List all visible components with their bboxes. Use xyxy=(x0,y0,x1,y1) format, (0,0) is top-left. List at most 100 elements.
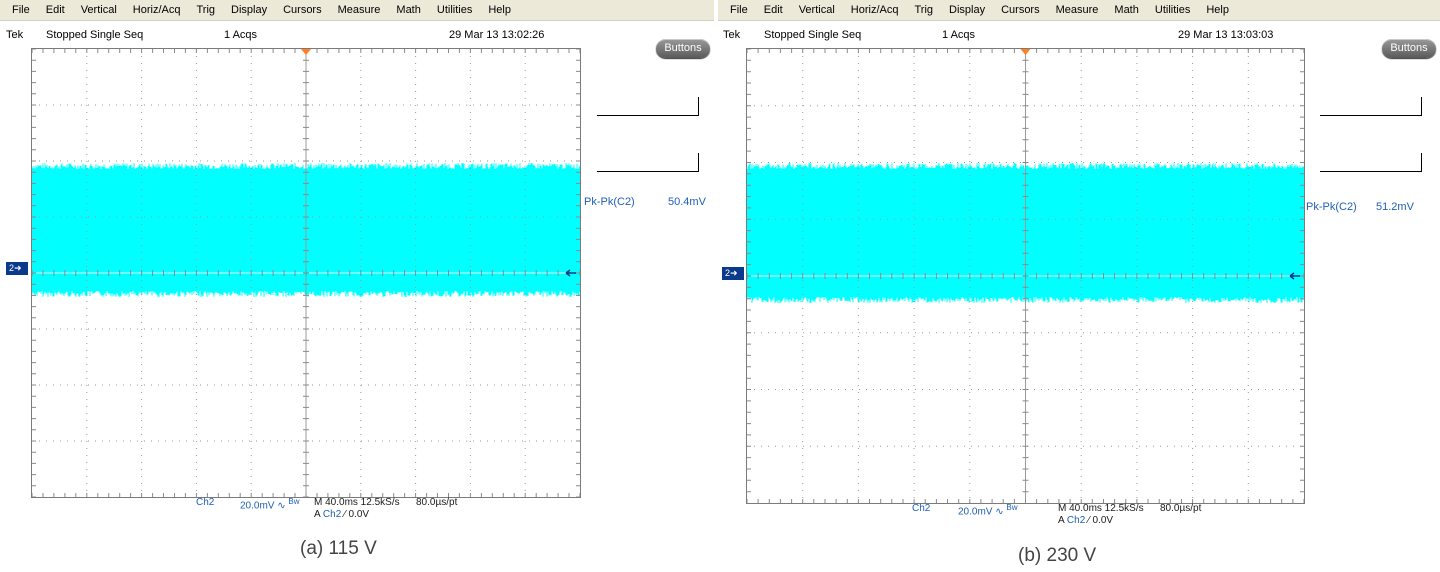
trace-upper-edge xyxy=(32,163,580,170)
measurement-readout: Pk-Pk(C2) 51.2mV xyxy=(1306,201,1436,215)
channel-2-marker[interactable]: 2➜ xyxy=(6,262,28,275)
per-point-readout: 80.0µs/pt xyxy=(1160,503,1201,514)
menu-edit[interactable]: Edit xyxy=(763,4,783,16)
trigger-prefix: A xyxy=(314,509,321,520)
per-point-readout: 80.0µs/pt xyxy=(416,497,457,508)
scope-window-115v: File Edit Vertical Horiz/Acq Trig Displa… xyxy=(0,0,714,572)
menu-horiz-acq[interactable]: Horiz/Acq xyxy=(850,4,899,16)
trigger-level: 0.0V xyxy=(348,509,370,520)
acquisition-status: Stopped Single Seq xyxy=(46,29,144,41)
menu-utilities[interactable]: Utilities xyxy=(1154,4,1191,16)
timebase: M 40.0ms 12.5kS/s xyxy=(314,497,400,508)
trigger-level: 0.0V xyxy=(1092,515,1114,526)
graticule xyxy=(746,48,1305,504)
menu-bar: File Edit Vertical Horiz/Acq Trig Displa… xyxy=(0,0,714,21)
trigger-position-icon xyxy=(1020,49,1031,55)
menu-trig[interactable]: Trig xyxy=(196,4,216,16)
trigger-readout: A Ch2 ⁄ 0.0V xyxy=(1058,515,1113,526)
bandwidth-limit: Bw xyxy=(1006,503,1018,512)
graticule xyxy=(31,48,581,498)
channel-2-marker[interactable]: 2➜ xyxy=(722,267,744,280)
scope-window-230v: File Edit Vertical Horiz/Acq Trig Displa… xyxy=(718,0,1440,572)
timebase: M 40.0ms 12.5kS/s xyxy=(1058,503,1144,514)
status-bar: Tek Stopped Single Seq 1 Acqs 29 Mar 13 … xyxy=(718,20,1440,44)
measurement-readout: Pk-Pk(C2) 50.4mV xyxy=(584,196,712,210)
menu-math[interactable]: Math xyxy=(396,4,421,16)
menu-file[interactable]: File xyxy=(730,4,748,16)
volts-div-readout: 20.0mV ∿ Bw xyxy=(958,503,1018,517)
date-time: 29 Mar 13 13:02:26 xyxy=(449,29,545,41)
channel-label: Ch2 xyxy=(912,503,931,514)
axis-ticks xyxy=(32,49,580,497)
trigger-channel: Ch2 xyxy=(322,509,342,520)
trigger-position-icon xyxy=(301,49,311,55)
timebase-readout: M 40.0ms 12.5kS/s xyxy=(1058,503,1144,514)
figure-caption: (a) 115 V xyxy=(300,538,377,559)
rising-edge-icon: ⁄ xyxy=(344,509,346,520)
channel-readout: Ch2 xyxy=(196,497,214,508)
timebase-readout: M 40.0ms 12.5kS/s xyxy=(314,497,400,508)
buttons-button[interactable]: Buttons xyxy=(656,39,710,58)
trigger-prefix: A xyxy=(1058,515,1065,526)
trace-lower-edge xyxy=(747,296,1304,303)
volts-div-readout: 20.0mV ∿ Bw xyxy=(240,497,300,511)
channel-marker-label: 2 xyxy=(725,268,731,278)
menu-help[interactable]: Help xyxy=(488,4,511,16)
menu-edit[interactable]: Edit xyxy=(45,4,65,16)
trigger-level-arrow-icon xyxy=(565,269,576,277)
readout-box-2 xyxy=(1320,153,1422,172)
readout-box-2 xyxy=(597,153,699,172)
brand-label: Tek xyxy=(723,29,741,41)
measurement-label: Pk-Pk(C2) xyxy=(1306,201,1357,213)
menu-display[interactable]: Display xyxy=(231,4,268,16)
menu-trig[interactable]: Trig xyxy=(914,4,934,16)
date-time: 29 Mar 13 13:03:03 xyxy=(1178,29,1274,41)
acquisition-count: 1 Acqs xyxy=(942,29,976,41)
buttons-button[interactable]: Buttons xyxy=(1382,39,1436,58)
measurement-label: Pk-Pk(C2) xyxy=(584,196,635,208)
menu-cursors[interactable]: Cursors xyxy=(283,4,322,16)
menu-bar: File Edit Vertical Horiz/Acq Trig Displa… xyxy=(718,0,1440,21)
menu-horiz-acq[interactable]: Horiz/Acq xyxy=(132,4,181,16)
menu-file[interactable]: File xyxy=(12,4,30,16)
brand-label: Tek xyxy=(6,29,24,41)
menu-vertical[interactable]: Vertical xyxy=(798,4,835,16)
readout-box-1 xyxy=(597,97,699,116)
menu-cursors[interactable]: Cursors xyxy=(1001,4,1040,16)
trace-upper-edge xyxy=(747,163,1304,170)
channel-marker-label: 2 xyxy=(9,263,15,273)
axis-ticks xyxy=(747,49,1304,503)
right-arrow-icon: ➜ xyxy=(14,263,22,273)
measurement-value: 50.4mV xyxy=(668,196,706,208)
menu-measure[interactable]: Measure xyxy=(337,4,381,16)
right-arrow-icon: ➜ xyxy=(730,268,738,278)
volts-div: 20.0mV xyxy=(958,506,993,518)
waveform-display xyxy=(747,49,1304,503)
menu-display[interactable]: Display xyxy=(949,4,986,16)
menu-measure[interactable]: Measure xyxy=(1055,4,1099,16)
trigger-channel: Ch2 xyxy=(1066,515,1086,526)
menu-math[interactable]: Math xyxy=(1114,4,1139,16)
menu-help[interactable]: Help xyxy=(1206,4,1229,16)
bandwidth-limit: Bw xyxy=(288,497,300,506)
readout-box-1 xyxy=(1320,97,1422,116)
menu-vertical[interactable]: Vertical xyxy=(80,4,117,16)
figure-caption: (b) 230 V xyxy=(1018,545,1097,566)
per-point: 80.0µs/pt xyxy=(416,497,458,508)
per-point: 80.0µs/pt xyxy=(1160,503,1202,514)
channel-readout: Ch2 xyxy=(912,503,930,514)
trigger-level-arrow-icon xyxy=(1289,272,1300,280)
bandwidth-icon: ∿ xyxy=(995,506,1004,518)
bandwidth-icon: ∿ xyxy=(277,500,286,512)
acquisition-count: 1 Acqs xyxy=(224,29,258,41)
channel-label: Ch2 xyxy=(196,497,215,508)
waveform-display xyxy=(32,49,580,497)
status-bar: Tek Stopped Single Seq 1 Acqs 29 Mar 13 … xyxy=(0,20,714,44)
volts-div: 20.0mV xyxy=(240,500,275,512)
measurement-value: 51.2mV xyxy=(1376,201,1414,213)
menu-utilities[interactable]: Utilities xyxy=(436,4,473,16)
trace-lower-edge xyxy=(32,290,580,297)
rising-edge-icon: ⁄ xyxy=(1088,515,1090,526)
acquisition-status: Stopped Single Seq xyxy=(764,29,862,41)
trigger-readout: A Ch2 ⁄ 0.0V xyxy=(314,509,369,520)
